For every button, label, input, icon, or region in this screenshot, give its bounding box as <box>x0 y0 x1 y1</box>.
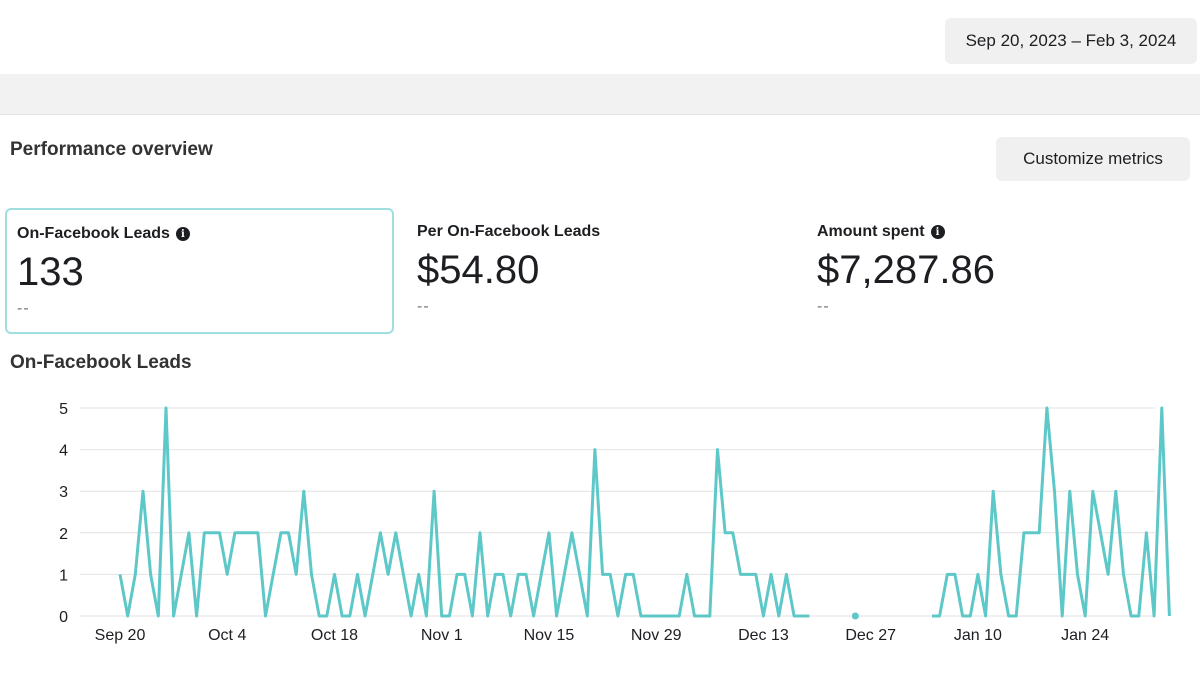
metric-card-amount-spent[interactable]: Amount spent i $7,287.86 -- <box>807 208 1187 334</box>
series-line <box>118 406 810 618</box>
series-line <box>932 406 1171 618</box>
metric-card-cost-per-lead[interactable]: Per On-Facebook Leads $54.80 -- <box>407 208 787 334</box>
date-range-picker[interactable]: Sep 20, 2023 – Feb 3, 2024 <box>945 18 1197 64</box>
x-tick-label: Nov 15 <box>524 627 575 644</box>
x-tick-label: Dec 27 <box>845 627 896 644</box>
y-tick-label: 3 <box>59 484 68 501</box>
filter-bar <box>0 74 1200 115</box>
x-tick-label: Oct 18 <box>311 627 358 644</box>
x-tick-label: Dec 13 <box>738 627 789 644</box>
x-tick-label: Nov 29 <box>631 627 682 644</box>
metric-delta: -- <box>17 300 30 317</box>
chart-title: On-Facebook Leads <box>10 352 192 373</box>
y-tick-label: 2 <box>59 526 68 543</box>
customize-metrics-button[interactable]: Customize metrics <box>996 137 1190 181</box>
metric-label: Per On-Facebook Leads <box>417 222 777 242</box>
info-icon[interactable]: i <box>175 227 190 241</box>
metric-delta: -- <box>817 298 830 315</box>
metric-value: $54.80 <box>417 248 540 292</box>
metric-value: 133 <box>17 250 84 294</box>
section-title: Performance overview <box>10 139 213 160</box>
y-tick-label: 5 <box>59 401 68 418</box>
x-tick-label: Oct 4 <box>208 627 246 644</box>
x-tick-label: Nov 1 <box>421 627 463 644</box>
y-tick-label: 0 <box>59 609 68 626</box>
metric-delta: -- <box>417 298 430 315</box>
leads-line-chart: 0 1 2 3 4 5 Sep 20 Oct 4 Oct 18 Nov 1 Nov 15 Nov 29… <box>59 401 1171 644</box>
metric-label: Amount spent i <box>817 222 1177 242</box>
x-tick-label: Jan 10 <box>954 627 1002 644</box>
y-tick-label: 1 <box>59 567 68 584</box>
x-tick-label: Sep 20 <box>95 627 146 644</box>
metric-card-leads[interactable]: On-Facebook Leads i 133 -- <box>5 208 394 334</box>
data-point <box>851 612 859 620</box>
x-tick-label: Jan 24 <box>1061 627 1109 644</box>
metric-label: On-Facebook Leads i <box>17 224 382 244</box>
metric-value: $7,287.86 <box>817 248 995 292</box>
info-icon[interactable]: i <box>930 225 945 239</box>
metric-label-text: Amount spent <box>817 223 925 240</box>
y-tick-label: 4 <box>59 443 68 460</box>
metric-label-text: On-Facebook Leads <box>17 225 170 242</box>
metric-label-text: Per On-Facebook Leads <box>417 223 601 240</box>
